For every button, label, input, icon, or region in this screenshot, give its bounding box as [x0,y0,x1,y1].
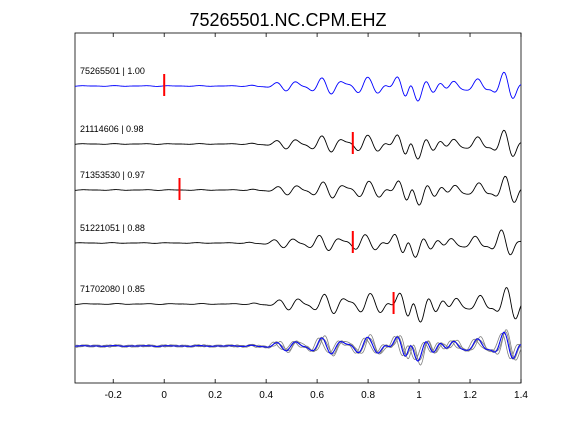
trace-label: 71353530 | 0.97 [80,170,145,180]
plot-area [74,32,522,384]
x-tick-label: 0.6 [310,390,324,401]
chart-title: 75265501.NC.CPM.EHZ [189,10,386,30]
trace-label: 51221051 | 0.88 [80,223,145,233]
traces-layer: 75265501 | 1.00 21114606 | 0.98 71353530 |… [74,66,522,366]
trace-line [74,175,522,206]
x-tick-label: -0.2 [105,390,123,401]
trace-label: 21114606 | 0.98 [80,124,144,134]
x-tick-label: 1.4 [514,390,528,401]
x-axis: -0.2 0 0.2 0.4 0.6 0.8 1 1.2 1.4 [105,33,528,401]
x-tick-label: 0 [161,390,167,401]
trace-line [74,229,522,258]
trace-label: 75265501 | 1.00 [80,66,145,76]
x-tick-label: 1.2 [463,390,477,401]
trace-line [74,71,522,102]
x-tick-label: 0.8 [361,390,375,401]
x-tick-label: 1 [416,390,422,401]
stack-reference-line [74,331,522,362]
x-tick-label: 0.4 [259,390,273,401]
stack-overlay-line [74,329,522,366]
trace-line [74,129,522,160]
trace-label: 71702080 | 0.85 [80,284,145,294]
trace-line [74,286,522,323]
x-tick-label: 0.2 [208,390,222,401]
